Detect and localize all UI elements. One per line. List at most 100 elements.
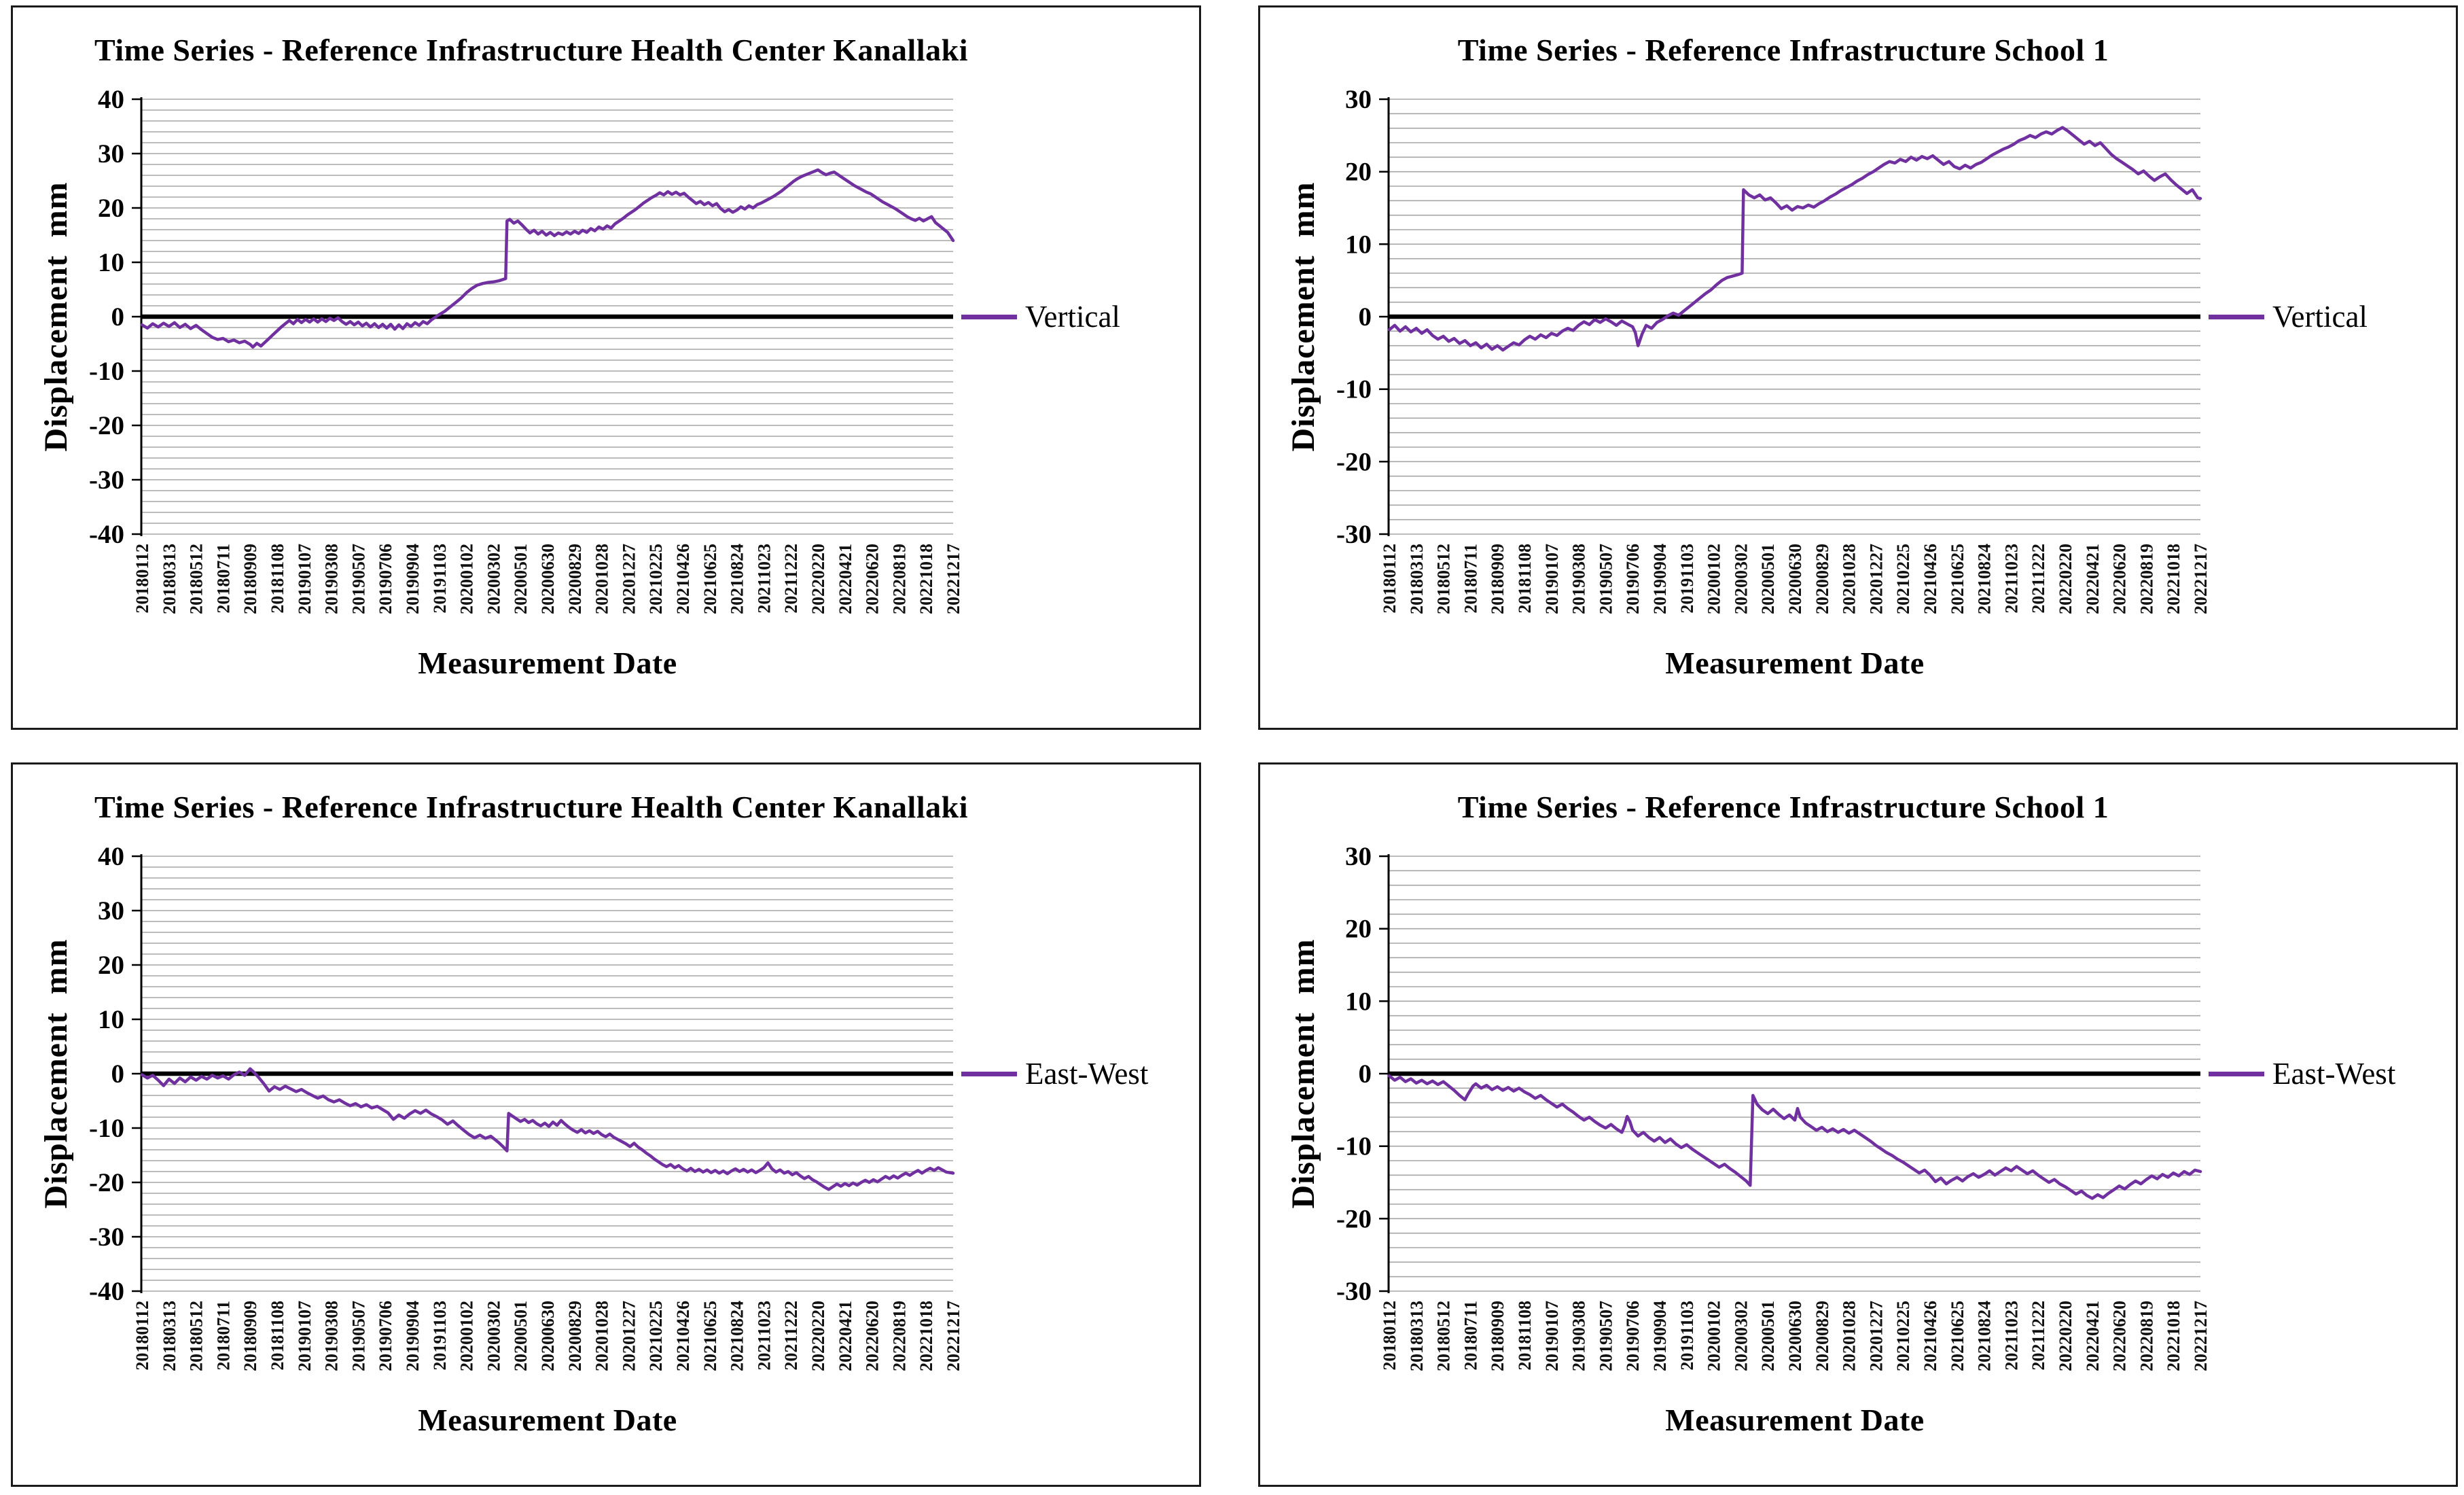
x-tick-label: 20200501: [1758, 544, 1778, 614]
x-tick-label: 20220220: [808, 1301, 828, 1371]
x-tick-label: 20180112: [132, 1301, 152, 1371]
x-tick-label: 20190107: [1542, 544, 1562, 614]
y-tick-label: -40: [89, 520, 124, 549]
x-tick-label: 20200302: [1731, 1301, 1751, 1371]
x-tick-label: 20211222: [781, 1301, 801, 1371]
x-tick-label: 20220220: [2056, 1301, 2075, 1371]
y-axis-label: Displacement mm: [1285, 181, 1321, 452]
x-tick-label: 20201028: [1840, 544, 1859, 614]
x-tick-label: 20190706: [1623, 544, 1643, 614]
chart-canvas: -30 -20 -10 0 10 20 30 20180112 20180313 20180512…: [1336, 842, 2211, 1371]
y-tick-label: 10: [1345, 230, 1372, 259]
x-tick-label: 20210225: [646, 1301, 666, 1371]
x-tick-label: 20200501: [1758, 1301, 1778, 1371]
x-tick-label: 20190507: [1596, 544, 1615, 614]
x-tick-label: 20210225: [1893, 1301, 1913, 1371]
x-tick-label: 20220819: [2137, 544, 2156, 614]
y-tick-label: 0: [1359, 302, 1372, 332]
x-tick-label: 20191103: [430, 544, 450, 614]
x-tick-label: 20221018: [916, 1301, 936, 1371]
x-tick-label: 20200829: [1813, 1301, 1832, 1371]
y-tick-label: 40: [98, 85, 124, 114]
y-tick-label: 0: [111, 1059, 125, 1089]
y-tick-label: -40: [89, 1277, 124, 1306]
x-tick-label: 20220620: [2110, 544, 2130, 614]
x-axis-label: Measurement Date: [1665, 646, 1925, 680]
x-tick-label: 20190904: [1650, 544, 1670, 614]
x-tick-label: 20180512: [187, 544, 207, 614]
x-tick-label: 20220819: [889, 1301, 909, 1371]
x-tick-label: 20210426: [1921, 1301, 1940, 1371]
x-tick-label: 20180711: [213, 1301, 233, 1371]
x-tick-label: 20180711: [213, 544, 233, 614]
x-axis-label: Measurement Date: [418, 646, 677, 680]
x-tick-label: 20220819: [2137, 1301, 2156, 1371]
x-tick-label: 20200501: [511, 1301, 531, 1371]
y-tick-label: 30: [98, 139, 124, 169]
x-tick-label: 20200829: [1813, 544, 1832, 614]
x-tick-label: 20220421: [836, 544, 855, 614]
x-tick-label: 20190507: [349, 544, 368, 614]
y-tick-label: 20: [1345, 158, 1372, 187]
x-tick-label: 20190706: [1623, 1301, 1643, 1371]
x-tick-label: 20211023: [2001, 1301, 2021, 1371]
x-tick-label: 20211023: [754, 1301, 774, 1371]
y-axis-label: Displacement mm: [38, 181, 74, 452]
legend-line-swatch: [961, 314, 1017, 319]
x-tick-label: 20190308: [1569, 544, 1589, 614]
x-tick-label: 20210426: [1921, 544, 1940, 614]
y-tick-label: 40: [98, 842, 124, 871]
x-tick-label: 20180112: [1380, 544, 1399, 614]
x-tick-label: 20180512: [1434, 544, 1454, 614]
x-tick-label: 20180313: [160, 544, 179, 614]
x-tick-label: 20210824: [728, 544, 747, 614]
x-tick-label: 20220421: [2083, 544, 2103, 614]
x-tick-label: 20201227: [1866, 544, 1886, 614]
x-tick-label: 20190107: [1542, 1301, 1562, 1371]
legend-series-label: East-West: [1025, 1057, 1149, 1091]
x-tick-label: 20201227: [619, 544, 639, 614]
x-tick-label: 20210426: [673, 1301, 693, 1371]
y-tick-label: 0: [1359, 1059, 1372, 1089]
x-tick-label: 20180711: [1461, 1301, 1480, 1371]
x-tick-label: 20221018: [916, 544, 936, 614]
x-tick-label: 20210426: [673, 544, 693, 614]
y-tick-label: -20: [89, 411, 124, 440]
x-tick-label: 20200102: [457, 1301, 477, 1371]
x-tick-label: 20200630: [1785, 1301, 1805, 1371]
x-tick-label: 20200102: [457, 544, 477, 614]
x-tick-label: 20201227: [1866, 1301, 1886, 1371]
legend-series-label: Vertical: [1025, 300, 1120, 334]
x-tick-label: 20200102: [1704, 544, 1724, 614]
x-tick-label: 20180512: [187, 1301, 207, 1371]
x-tick-label: 20220421: [836, 1301, 855, 1371]
x-tick-label: 20200501: [511, 544, 531, 614]
chart-title: Time Series - Reference Infrastructure H…: [94, 790, 968, 824]
y-tick-label: 10: [98, 1005, 124, 1034]
x-tick-label: 20180909: [240, 544, 260, 614]
x-axis-label: Measurement Date: [418, 1403, 677, 1437]
x-tick-label: 20180909: [1488, 1301, 1507, 1371]
chart-panel-school1-east-west: Time Series - Reference Infrastructure S…: [1258, 762, 2458, 1487]
series-line-vertical: [140, 168, 955, 349]
x-tick-label: 20180711: [1461, 544, 1480, 614]
x-tick-label: 20210225: [646, 544, 666, 614]
x-tick-label: 20190507: [1596, 1301, 1615, 1371]
x-tick-label: 20211222: [2029, 544, 2048, 614]
series-line-vertical: [1387, 126, 2202, 352]
chart-panel-health-center-vertical: Time Series - Reference Infrastructure H…: [11, 5, 1201, 730]
y-tick-label: 20: [1345, 915, 1372, 944]
y-tick-label: -20: [89, 1168, 124, 1197]
x-tick-label: 20221217: [2191, 544, 2211, 614]
x-tick-label: 20190706: [376, 544, 395, 614]
y-tick-label: 10: [1345, 987, 1372, 1016]
x-tick-label: 20180313: [1407, 544, 1427, 614]
chart-canvas: -40 -30 -20 -10 0 10 20 30 40 20180112 20180313 201…: [89, 85, 963, 614]
x-tick-label: 20190107: [295, 1301, 315, 1371]
x-tick-label: 20200829: [565, 544, 585, 614]
chart-title: Time Series - Reference Infrastructure S…: [1457, 33, 2109, 67]
x-tick-label: 20210225: [1893, 544, 1913, 614]
chart-canvas: -30 -20 -10 0 10 20 30 20180112 20180313 20180512…: [1336, 85, 2211, 614]
y-tick-label: 30: [1345, 85, 1372, 114]
x-tick-label: 20190904: [403, 1301, 423, 1371]
